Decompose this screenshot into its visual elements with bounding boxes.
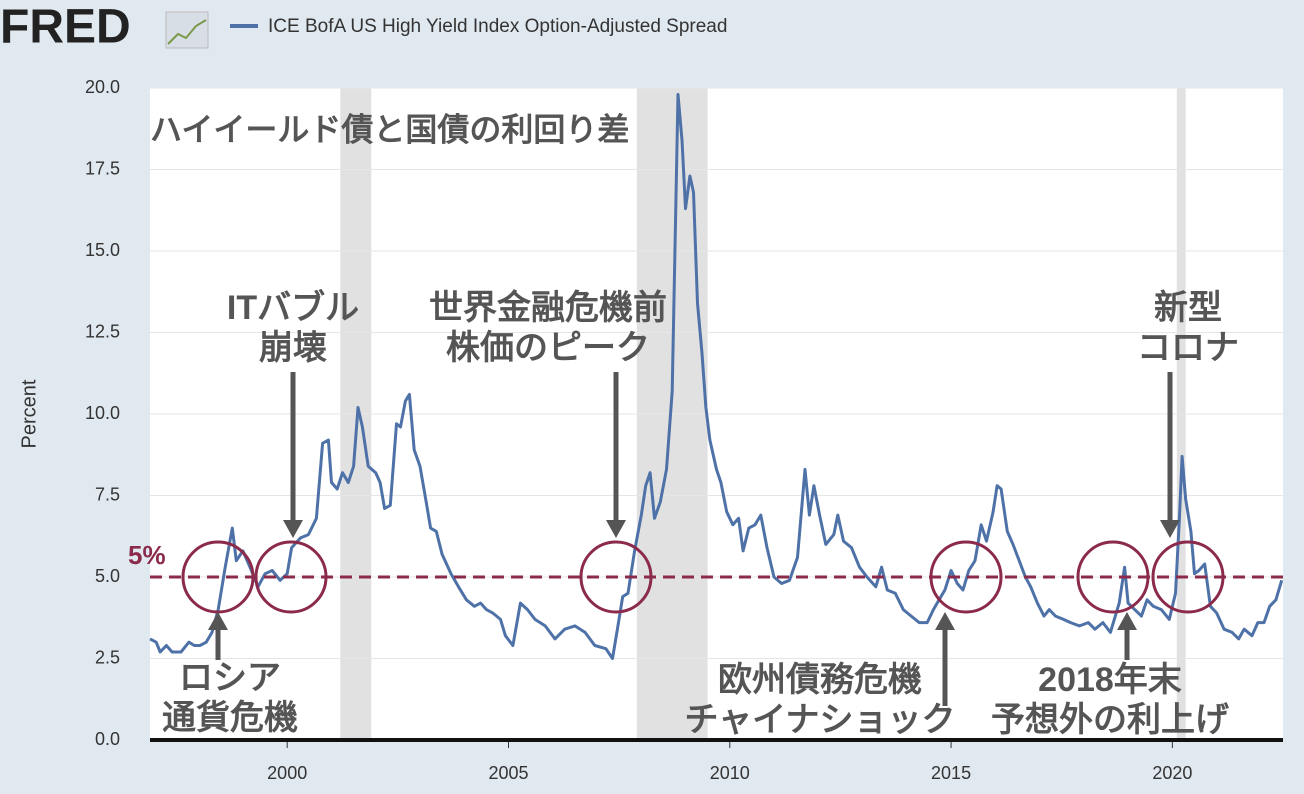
annotation-text: チャイナショック xyxy=(685,701,956,739)
x-tick-label: 2015 xyxy=(931,763,971,783)
annotation-text: 世界金融危機前 xyxy=(429,288,667,327)
reference-label: 5% xyxy=(128,540,166,570)
highlight-circle xyxy=(579,540,653,614)
annotation-text: ロシア xyxy=(179,659,281,697)
annotation-text: コロナ xyxy=(1137,329,1239,367)
y-tick-label: 12.5 xyxy=(85,321,120,341)
arrow-head xyxy=(208,612,228,630)
x-tick-label: 2020 xyxy=(1152,763,1192,783)
annotation-text: 予想外の利上げ xyxy=(991,701,1229,739)
y-tick-label: 2.5 xyxy=(95,647,120,667)
highlight-circle xyxy=(929,540,1003,614)
y-tick-label: 5.0 xyxy=(95,566,120,586)
y-axis-label: Percent xyxy=(18,379,40,448)
annotation-text: 2018年末 xyxy=(1038,661,1182,699)
arrow-head xyxy=(1117,612,1137,630)
annotation-text: 欧州債務危機 xyxy=(718,661,922,699)
highlight-circle xyxy=(254,540,328,614)
y-tick-label: 7.5 xyxy=(95,484,120,504)
highlight-circle xyxy=(1151,540,1225,614)
arrow-head xyxy=(283,520,303,538)
x-tick-label: 2000 xyxy=(267,763,307,783)
chart-title: ハイイールド債と国債の利回り差 xyxy=(150,111,629,147)
arrow-head xyxy=(935,612,955,630)
y-tick-label: 17.5 xyxy=(85,158,120,178)
y-tick-label: 15.0 xyxy=(85,240,120,260)
y-tick-label: 10.0 xyxy=(85,403,120,423)
arrow-head xyxy=(1160,520,1180,538)
annotation-text: 崩壊 xyxy=(259,329,327,367)
highlight-circle xyxy=(1076,540,1150,614)
x-tick-label: 2010 xyxy=(710,763,750,783)
arrow-head xyxy=(606,520,626,538)
annotation-text: 新型 xyxy=(1154,289,1222,327)
logo: FRED xyxy=(0,1,131,54)
logo-icon xyxy=(165,11,209,49)
x-tick-label: 2005 xyxy=(488,763,528,783)
y-tick-label: 20.0 xyxy=(85,77,120,97)
y-tick-label: 0.0 xyxy=(95,729,120,749)
legend-label: ICE BofA US High Yield Index Option-Adju… xyxy=(268,16,727,37)
annotation-text: 通貨危機 xyxy=(162,699,298,737)
series-line xyxy=(149,93,1284,660)
annotation-text: ITバブル xyxy=(227,288,359,327)
annotation-text: 株価のピーク xyxy=(446,329,650,367)
